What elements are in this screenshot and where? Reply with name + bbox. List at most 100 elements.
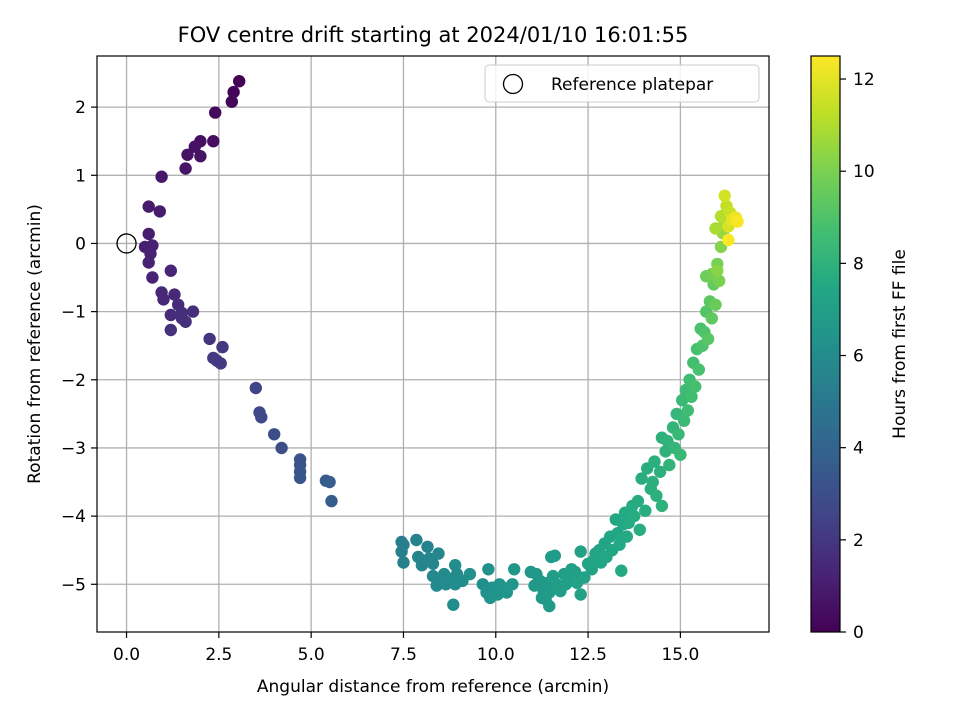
scatter-point — [701, 332, 715, 346]
scatter-point — [569, 565, 582, 579]
scatter-point — [293, 471, 307, 485]
y-tick-label: −3 — [61, 439, 86, 459]
plot-area: 0.0 2.5 5.0 7.5 10.0 12.5 15.0 2 1 0 −1 −2 −3 −4 −5 — [61, 55, 770, 665]
scatter-point — [681, 404, 694, 417]
colorbar-tick-label: 8 — [853, 254, 864, 274]
scatter-point — [635, 472, 648, 485]
scatter-point — [186, 305, 200, 318]
scatter-point — [628, 509, 641, 523]
scatter-point — [574, 545, 587, 558]
x-tick-label: 0.0 — [113, 645, 140, 665]
colorbar-tick-label: 12 — [853, 70, 875, 90]
scatter-point — [705, 312, 718, 325]
scatter-point — [482, 563, 495, 576]
scatter-point — [528, 579, 541, 592]
y-tick-label: −2 — [61, 371, 86, 391]
scatter-point — [203, 332, 216, 346]
scatter-point — [639, 504, 652, 517]
scatter-point — [722, 233, 735, 247]
scatter-point — [216, 340, 229, 354]
scatter-point — [214, 357, 227, 370]
scatter-point — [447, 598, 460, 611]
scatter-point — [709, 222, 722, 235]
scatter-point — [709, 298, 722, 311]
scatter-point — [508, 563, 521, 576]
scatter-points — [138, 75, 744, 613]
scatter-point — [325, 494, 338, 508]
legend: Reference platepar — [484, 64, 760, 103]
scatter-point — [233, 75, 246, 88]
colorbar: 0 2 4 6 8 10 12 — [810, 55, 875, 643]
scatter-point — [574, 588, 587, 601]
scatter-point — [430, 579, 443, 592]
scatter-point — [142, 200, 155, 213]
y-axis-ticks: 2 1 0 −1 −2 −3 −4 −5 — [61, 98, 97, 595]
scatter-point — [677, 414, 691, 427]
y-axis-label: Rotation from reference (arcmin) — [25, 204, 45, 484]
scatter-point — [227, 85, 240, 99]
colorbar-label: Hours from first FF file — [890, 249, 910, 439]
scatter-point — [672, 428, 685, 441]
scatter-point — [655, 499, 669, 513]
scatter-point — [548, 549, 561, 562]
scatter-point — [209, 106, 222, 119]
scatter-point — [676, 394, 689, 407]
y-tick-label: 2 — [75, 98, 86, 118]
scatter-point — [155, 170, 168, 183]
x-tick-label: 2.5 — [205, 645, 232, 665]
scatter-point — [268, 428, 281, 441]
reference-platepar-point — [116, 233, 137, 254]
scatter-point — [674, 448, 687, 461]
scatter-point — [506, 578, 519, 591]
scatter-point — [692, 363, 705, 376]
scatter-point — [426, 557, 440, 570]
scatter-point — [731, 215, 744, 228]
scatter-point — [175, 312, 189, 325]
scatter-point — [395, 545, 408, 558]
scatter-point — [646, 475, 659, 489]
y-tick-label: −5 — [61, 575, 86, 595]
colorbar-tick-label: 0 — [853, 623, 864, 643]
scatter-point — [194, 150, 207, 163]
scatter-point — [653, 465, 667, 478]
scatter-point — [181, 148, 194, 161]
colorbar-tick-label: 4 — [853, 439, 864, 459]
scatter-point — [397, 556, 410, 569]
y-tick-label: −1 — [61, 303, 86, 323]
scatter-point — [410, 533, 423, 547]
legend-entry-reference: Reference platepar — [551, 75, 713, 95]
x-tick-label: 10.0 — [477, 645, 515, 665]
reference-marker — [116, 233, 137, 254]
scatter-point — [648, 455, 661, 468]
scatter-point — [157, 293, 170, 306]
axes-frame — [96, 55, 770, 633]
colorbar-tick-label: 10 — [853, 162, 875, 182]
x-tick-label: 7.5 — [390, 645, 417, 665]
colorbar-gradient — [810, 55, 841, 633]
scatter-point — [188, 140, 201, 153]
legend-box — [484, 64, 760, 103]
scatter-point — [225, 95, 238, 108]
scatter-point — [711, 264, 724, 277]
scatter-point — [631, 494, 645, 508]
scatter-point — [207, 135, 220, 148]
scatter-point — [718, 189, 731, 202]
x-tick-label: 15.0 — [661, 645, 699, 665]
scatter-point — [578, 571, 591, 584]
scatter-point — [164, 323, 177, 337]
y-tick-label: 0 — [75, 234, 86, 254]
scatter-point — [323, 475, 336, 489]
scatter-point — [275, 441, 288, 455]
scatter-point — [633, 523, 646, 536]
scatter-point — [463, 567, 477, 581]
scatter-point — [146, 271, 159, 284]
x-tick-label: 5.0 — [298, 645, 325, 665]
scatter-point — [613, 538, 626, 551]
scatter-point — [153, 205, 166, 218]
colorbar-ticks: 0 2 4 6 8 10 12 — [840, 70, 875, 643]
scatter-point — [142, 256, 155, 269]
x-tick-label: 12.5 — [569, 645, 607, 665]
scatter-point — [620, 530, 633, 543]
